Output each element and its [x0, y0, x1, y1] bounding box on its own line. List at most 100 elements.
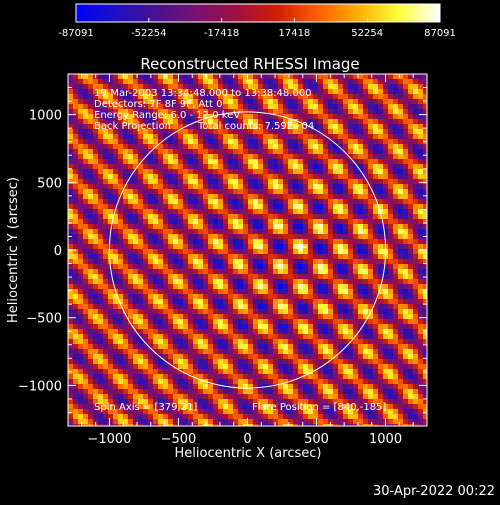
heatmap-cell — [253, 134, 258, 139]
heatmap-cell — [308, 209, 313, 214]
heatmap-cell — [118, 149, 123, 154]
heatmap-cell — [308, 214, 313, 219]
heatmap-cell — [338, 414, 343, 419]
heatmap-cell — [358, 114, 363, 119]
heatmap-cell — [243, 364, 248, 369]
heatmap-cell — [128, 234, 133, 239]
heatmap-cell — [298, 369, 303, 374]
heatmap-cell — [218, 374, 223, 379]
heatmap-cell — [228, 259, 233, 264]
heatmap-cell — [178, 334, 183, 339]
heatmap-cell — [163, 364, 168, 369]
heatmap-cell — [288, 79, 293, 84]
heatmap-cell — [363, 339, 368, 344]
heatmap-cell — [333, 209, 338, 214]
heatmap-cell — [358, 384, 363, 389]
heatmap-cell — [68, 94, 73, 99]
heatmap-cell — [108, 74, 113, 79]
heatmap-cell — [348, 79, 353, 84]
heatmap-cell — [248, 369, 253, 374]
heatmap-cell — [118, 414, 123, 419]
heatmap-cell — [218, 414, 223, 419]
heatmap-cell — [403, 309, 408, 314]
heatmap-cell — [248, 289, 253, 294]
heatmap-cell — [223, 144, 228, 149]
heatmap-cell — [343, 384, 348, 389]
heatmap-cell — [188, 294, 193, 299]
heatmap-cell — [288, 349, 293, 354]
heatmap-cell — [363, 379, 368, 384]
heatmap-cell — [348, 319, 353, 324]
heatmap-cell — [363, 389, 368, 394]
heatmap-cell — [88, 334, 93, 339]
heatmap-cell — [338, 264, 343, 269]
heatmap-cell — [408, 319, 413, 324]
heatmap-cell — [283, 239, 288, 244]
heatmap-cell — [323, 149, 328, 154]
heatmap-cell — [333, 359, 338, 364]
heatmap-cell — [158, 299, 163, 304]
heatmap-cell — [368, 264, 373, 269]
heatmap-cell — [253, 114, 258, 119]
heatmap-cell — [98, 369, 103, 374]
heatmap-cell — [143, 369, 148, 374]
heatmap-cell — [353, 379, 358, 384]
heatmap-cell — [248, 274, 253, 279]
heatmap-cell — [93, 169, 98, 174]
heatmap-cell — [353, 149, 358, 154]
heatmap-cell — [183, 284, 188, 289]
heatmap-cell — [238, 274, 243, 279]
heatmap-cell — [263, 169, 268, 174]
heatmap-cell — [283, 234, 288, 239]
heatmap-cell — [258, 334, 263, 339]
heatmap-cell — [248, 114, 253, 119]
heatmap-cell — [358, 299, 363, 304]
heatmap-cell — [388, 269, 393, 274]
heatmap-cell — [288, 394, 293, 399]
heatmap-cell — [68, 239, 73, 244]
heatmap-cell — [308, 309, 313, 314]
heatmap-cell — [123, 74, 128, 79]
heatmap-cell — [378, 229, 383, 234]
heatmap-cell — [348, 284, 353, 289]
heatmap-cell — [253, 164, 258, 169]
heatmap-cell — [103, 314, 108, 319]
heatmap-cell — [208, 184, 213, 189]
heatmap-cell — [128, 224, 133, 229]
heatmap-cell — [253, 294, 258, 299]
heatmap-cell — [378, 169, 383, 174]
heatmap-cell — [388, 374, 393, 379]
heatmap-cell — [273, 329, 278, 334]
heatmap-cell — [148, 184, 153, 189]
heatmap-cell — [188, 314, 193, 319]
heatmap-cell — [388, 389, 393, 394]
heatmap-cell — [288, 414, 293, 419]
heatmap-cell — [78, 119, 83, 124]
heatmap-cell — [258, 349, 263, 354]
heatmap-cell — [298, 284, 303, 289]
heatmap-cell — [338, 209, 343, 214]
heatmap-cell — [268, 169, 273, 174]
heatmap-cell — [248, 259, 253, 264]
heatmap-cell — [423, 239, 428, 244]
heatmap-cell — [208, 209, 213, 214]
heatmap-cell — [168, 74, 173, 79]
heatmap-cell — [173, 304, 178, 309]
heatmap-cell — [98, 244, 103, 249]
heatmap-cell — [223, 169, 228, 174]
heatmap-cell — [83, 204, 88, 209]
heatmap-cell — [123, 304, 128, 309]
heatmap-cell — [88, 239, 93, 244]
heatmap-cell — [348, 274, 353, 279]
heatmap-cell — [373, 389, 378, 394]
heatmap-cell — [83, 289, 88, 294]
heatmap-cell — [338, 229, 343, 234]
heatmap-cell — [253, 414, 258, 419]
heatmap-cell — [233, 279, 238, 284]
heatmap-cell — [333, 134, 338, 139]
heatmap-cell — [393, 189, 398, 194]
heatmap-cell — [368, 254, 373, 259]
heatmap-cell — [323, 229, 328, 234]
heatmap-cell — [118, 224, 123, 229]
heatmap-cell — [128, 159, 133, 164]
